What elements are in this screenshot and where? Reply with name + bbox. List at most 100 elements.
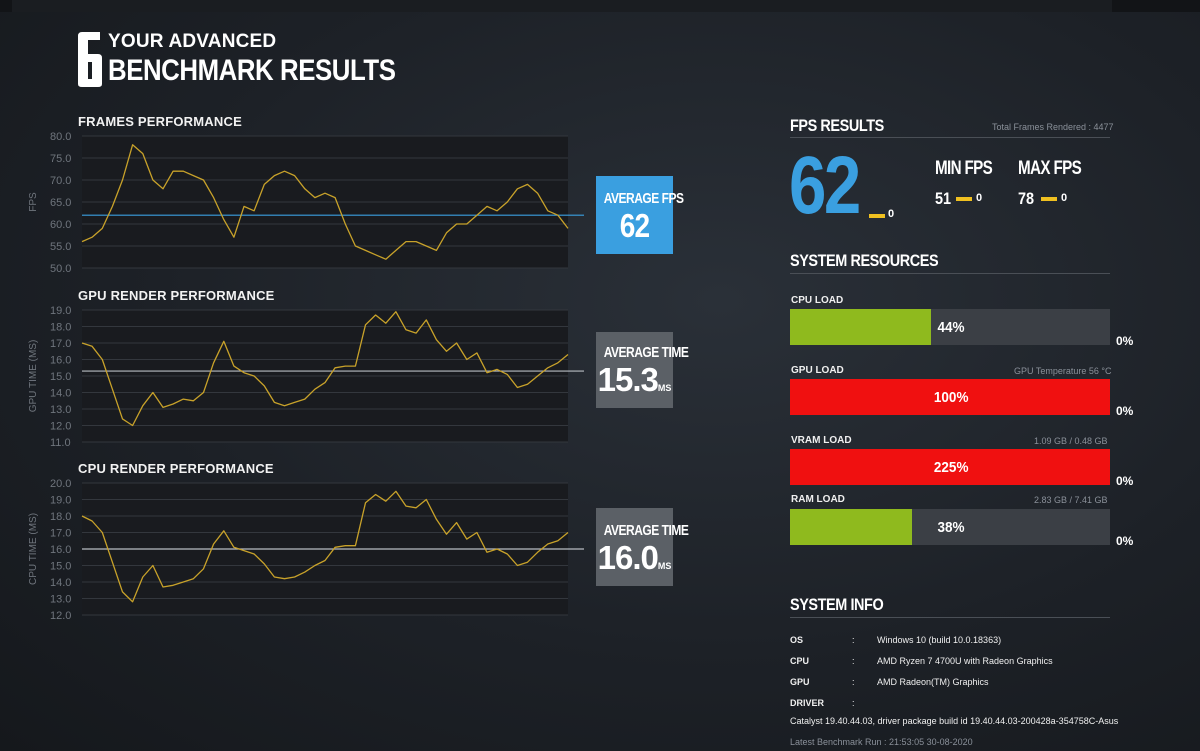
average-delta-value: 0: [888, 208, 895, 220]
series-line: [81, 490, 569, 603]
y-tick-label: 65.0: [50, 197, 71, 209]
y-tick-label: 80.0: [50, 131, 71, 143]
max-fps-value: 78: [1018, 189, 1035, 208]
gpu-average-time-badge: AVERAGE TIME 15.3MS: [596, 332, 689, 408]
y-tick-label: 13.0: [50, 404, 71, 416]
y-axis-label: FPS: [28, 192, 39, 212]
cpu-average-time-value: 16.0: [597, 539, 659, 576]
y-tick-label: 17.0: [50, 338, 71, 350]
max-fps-delta: 0: [1061, 192, 1068, 204]
vram-load-delta: 0%: [1116, 474, 1134, 488]
y-tick-label: 17.0: [50, 528, 71, 540]
y-tick-label: 18.0: [50, 511, 71, 523]
y-tick-label: 19.0: [50, 495, 71, 507]
siege-six-logo-icon: [78, 32, 102, 87]
gpu-chart-title: GPU RENDER PERFORMANCE: [78, 288, 275, 303]
gpu-value: AMD Radeon(TM) Graphics: [877, 677, 989, 687]
cpu-label: CPU: [790, 656, 810, 666]
system-resources-divider: [790, 273, 1110, 274]
cpu-average-time-badge: AVERAGE TIME 16.0MS: [596, 508, 689, 586]
gpu-colon: :: [852, 677, 855, 687]
y-tick-label: 14.0: [50, 577, 71, 589]
y-tick-label: 18.0: [50, 322, 71, 334]
gpu-load-bar-fill: [790, 379, 1110, 415]
driver-label: DRIVER: [790, 698, 825, 708]
vram-usage-note: 1.09 GB / 0.48 GB: [1034, 436, 1108, 446]
cpu-load-value: 44%: [937, 319, 965, 336]
y-tick-label: 55.0: [50, 241, 71, 253]
system-info-divider: [790, 617, 1110, 618]
gpu-load-delta: 0%: [1116, 404, 1134, 418]
gpu-load-bar: 100%: [790, 379, 1110, 415]
average-delta-dash-icon: [869, 214, 885, 218]
y-tick-label: 16.0: [50, 355, 71, 367]
max-fps-label: MAX FPS: [1018, 158, 1082, 179]
gpu-load-value: 100%: [933, 389, 969, 406]
cpu-chart-title: CPU RENDER PERFORMANCE: [78, 461, 274, 476]
total-frames-rendered: Total Frames Rendered : 4477: [992, 122, 1114, 132]
cpu-load-bar-fill: [790, 309, 931, 345]
cpu-colon: :: [852, 656, 855, 666]
ram-load-value: 38%: [937, 519, 965, 536]
average-fps-value: 62: [619, 207, 650, 244]
latest-benchmark-run: Latest Benchmark Run : 21:53:05 30-08-20…: [790, 737, 973, 747]
max-fps-dash-icon: [1041, 197, 1057, 201]
y-tick-label: 15.0: [50, 371, 71, 383]
ram-load-label: RAM LOAD: [791, 494, 845, 505]
ram-load-bar-fill: [790, 509, 912, 545]
cpu-render-performance-chart: 20.0 19.0 18.0 17.0 16.0 15.0 14.0 13.0 12.0 CPU …: [28, 478, 584, 622]
cpu-load-delta: 0%: [1116, 334, 1134, 348]
y-tick-label: 15.0: [50, 561, 71, 573]
y-tick-label: 70.0: [50, 175, 71, 187]
fps-results-title: FPS RESULTS: [790, 116, 884, 135]
min-fps-label: MIN FPS: [935, 158, 993, 179]
y-tick-label: 13.0: [50, 594, 71, 606]
frames-chart-title: FRAMES PERFORMANCE: [78, 114, 242, 129]
y-tick-label: 50.0: [50, 263, 71, 275]
frames-performance-chart: 80.0 75.0 70.0 65.0 60.0 55.0 50.0 FPS: [28, 131, 584, 275]
series-line: [81, 311, 569, 427]
cpu-average-time-label: AVERAGE TIME: [603, 522, 689, 539]
y-axis-label: GPU TIME (MS): [28, 340, 39, 413]
min-fps-dash-icon: [956, 197, 972, 201]
y-tick-label: 14.0: [50, 388, 71, 400]
gpu-temperature-note: GPU Temperature 56 °C: [1014, 366, 1112, 376]
y-tick-label: 12.0: [50, 610, 71, 622]
gpu-render-performance-chart: 19.0 18.0 17.0 16.0 15.0 14.0 13.0 12.0 11.0 GPU …: [28, 305, 584, 449]
y-tick-label: 20.0: [50, 478, 71, 490]
vram-load-label: VRAM LOAD: [791, 435, 852, 446]
average-fps-badge: AVERAGE FPS 62: [596, 176, 684, 254]
vram-load-bar-fill: [790, 449, 1110, 485]
cpu-load-label: CPU LOAD: [791, 295, 844, 306]
fps-results-average: 62: [789, 140, 861, 231]
y-tick-label: 16.0: [50, 544, 71, 556]
gpu-average-time-unit: MS: [657, 383, 672, 393]
driver-colon: :: [852, 698, 855, 708]
gpu-load-label: GPU LOAD: [791, 365, 844, 376]
system-info-title: SYSTEM INFO: [790, 595, 884, 614]
gpu-average-time-label: AVERAGE TIME: [603, 344, 689, 361]
os-label: OS: [790, 635, 804, 645]
y-tick-label: 11.0: [50, 437, 71, 449]
header-title-line2: BENCHMARK RESULTS: [108, 54, 396, 87]
ram-usage-note: 2.83 GB / 7.41 GB: [1034, 495, 1108, 505]
y-tick-label: 60.0: [50, 219, 71, 231]
y-tick-label: 19.0: [50, 305, 71, 317]
gpu-average-time-value: 15.3: [597, 361, 659, 398]
series-line: [81, 144, 569, 260]
vram-load-value: 225%: [933, 459, 969, 476]
header-title-line1: YOUR ADVANCED: [108, 31, 277, 52]
top-bar: [0, 0, 1200, 12]
min-fps-delta: 0: [976, 192, 983, 204]
vram-load-bar: 225%: [790, 449, 1110, 485]
ram-load-bar: 38%: [790, 509, 1110, 545]
driver-value: Catalyst 19.40.44.03, driver package bui…: [790, 716, 1119, 726]
average-fps-label: AVERAGE FPS: [603, 190, 684, 207]
ram-load-delta: 0%: [1116, 534, 1134, 548]
y-tick-label: 75.0: [50, 153, 71, 165]
min-fps-value: 51: [935, 189, 952, 208]
os-colon: :: [852, 635, 855, 645]
os-value: Windows 10 (build 10.0.18363): [877, 635, 1002, 645]
system-resources-title: SYSTEM RESOURCES: [790, 251, 939, 270]
cpu-value: AMD Ryzen 7 4700U with Radeon Graphics: [877, 656, 1053, 666]
